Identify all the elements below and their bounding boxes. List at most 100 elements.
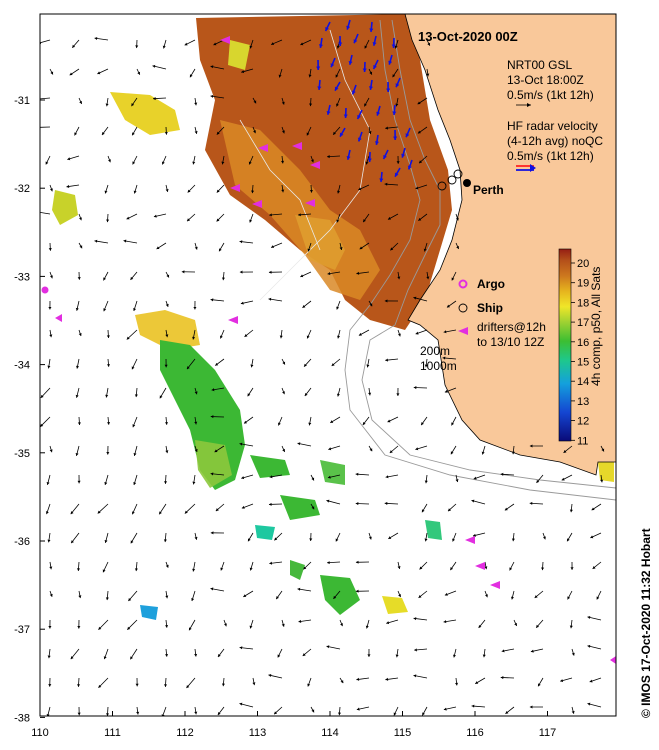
current-arrowhead xyxy=(253,130,256,134)
current-arrowhead xyxy=(426,276,430,280)
current-arrowhead xyxy=(311,506,315,510)
colorbar xyxy=(558,248,572,442)
current-arrowhead xyxy=(485,594,488,598)
current-arrowhead xyxy=(47,655,51,659)
current-arrowhead xyxy=(376,111,381,116)
current-arrowhead xyxy=(346,155,351,160)
current-arrowhead xyxy=(134,394,138,398)
current-arrowhead xyxy=(210,415,214,419)
x-tick-label: 115 xyxy=(394,727,412,739)
current-arrowhead xyxy=(105,597,109,601)
current-arrowhead xyxy=(253,100,257,104)
current-arrowhead xyxy=(136,711,140,715)
current-arrowhead xyxy=(367,654,371,657)
current-arrowhead xyxy=(133,190,137,194)
current-arrowhead xyxy=(387,216,391,220)
current-arrow xyxy=(40,97,51,100)
current-arrowhead xyxy=(40,423,44,427)
current-arrowhead xyxy=(297,587,301,591)
current-arrowhead xyxy=(153,97,156,101)
current-arrowhead xyxy=(268,297,272,301)
sst-teal-patch-3 xyxy=(425,520,442,540)
current-arrowhead xyxy=(338,42,343,46)
current-arrowhead xyxy=(132,132,135,136)
current-arrowhead xyxy=(356,677,360,681)
current-arrowhead xyxy=(279,335,283,339)
current-arrowhead xyxy=(471,499,475,503)
current-arrowhead xyxy=(102,569,106,573)
current-arrowhead xyxy=(106,452,110,455)
current-arrowhead xyxy=(330,420,334,423)
current-arrowhead xyxy=(239,240,243,244)
sst-warm-region xyxy=(196,14,452,330)
current-arrowhead xyxy=(569,625,573,629)
current-arrowhead xyxy=(542,536,546,540)
current-arrowhead xyxy=(243,594,247,597)
current-arrowhead xyxy=(133,308,137,312)
sst-yellow-patch xyxy=(110,92,180,135)
current-arrowhead xyxy=(567,596,571,600)
current-arrowhead xyxy=(191,598,195,602)
current-arrowhead xyxy=(77,712,81,716)
current-arrowhead xyxy=(505,710,509,714)
sst-orange-region-2 xyxy=(295,215,345,270)
current-arrowhead xyxy=(108,159,111,163)
current-arrowhead xyxy=(210,65,214,69)
current-arrowhead xyxy=(589,679,593,683)
current-arrowhead xyxy=(397,566,401,569)
current-arrowhead xyxy=(421,509,425,513)
current-arrowhead xyxy=(104,190,108,194)
current-arrowhead xyxy=(71,540,74,544)
sst-yellow-patch-6 xyxy=(598,462,614,482)
current-arrowhead xyxy=(326,645,330,649)
current-arrowhead xyxy=(159,511,162,515)
y-tick-label: -31 xyxy=(14,95,30,107)
current-arrowhead xyxy=(366,364,370,368)
current-arrowhead xyxy=(373,64,377,69)
x-tick-label: 116 xyxy=(466,727,484,739)
legend-model-arrowhead xyxy=(527,103,531,107)
current-arrowhead xyxy=(475,681,479,684)
current-arrowhead xyxy=(357,137,362,142)
current-arrowhead xyxy=(269,561,273,565)
current-arrowhead xyxy=(413,617,417,621)
current-arrowhead xyxy=(484,566,488,570)
legend-drifters-line-1: drifters@12h xyxy=(477,320,546,334)
sst-teal-patch xyxy=(255,525,275,540)
current-arrowhead xyxy=(452,538,456,542)
current-arrowhead xyxy=(355,589,359,593)
sst-yellow-patch-5 xyxy=(382,596,408,614)
current-arrowhead xyxy=(277,422,281,426)
current-arrowhead xyxy=(383,154,387,159)
current-arrowhead xyxy=(358,187,362,191)
current-arrowhead xyxy=(337,712,342,716)
current-arrowhead xyxy=(348,60,353,65)
current-arrowhead xyxy=(307,248,311,252)
current-arrowhead xyxy=(587,644,591,648)
current-arrowhead xyxy=(75,307,79,311)
current-arrowhead xyxy=(78,333,82,336)
current-arrowhead xyxy=(248,161,252,165)
current-arrowhead xyxy=(369,303,373,307)
current-arrowhead xyxy=(153,214,157,218)
current-arrowhead xyxy=(385,677,389,681)
current-arrowhead xyxy=(244,420,248,424)
current-arrowhead xyxy=(356,707,360,711)
current-arrowhead xyxy=(192,568,196,572)
current-arrowhead xyxy=(346,25,351,30)
current-arrowhead xyxy=(215,508,219,512)
current-arrowhead xyxy=(325,26,329,31)
current-arrowhead xyxy=(163,539,167,543)
current-arrowhead xyxy=(362,68,367,72)
current-arrowhead xyxy=(415,447,419,451)
current-arrowhead xyxy=(511,451,515,455)
current-arrowhead xyxy=(541,567,545,571)
current-arrowhead xyxy=(367,158,372,162)
current-arrowhead xyxy=(106,364,111,367)
current-arrowhead xyxy=(570,567,574,570)
current-arrowhead xyxy=(133,482,137,485)
current-arrowhead xyxy=(221,277,226,281)
model-current-arrows xyxy=(40,36,605,716)
current-arrowhead xyxy=(49,449,53,453)
current-arrowhead xyxy=(473,476,477,480)
